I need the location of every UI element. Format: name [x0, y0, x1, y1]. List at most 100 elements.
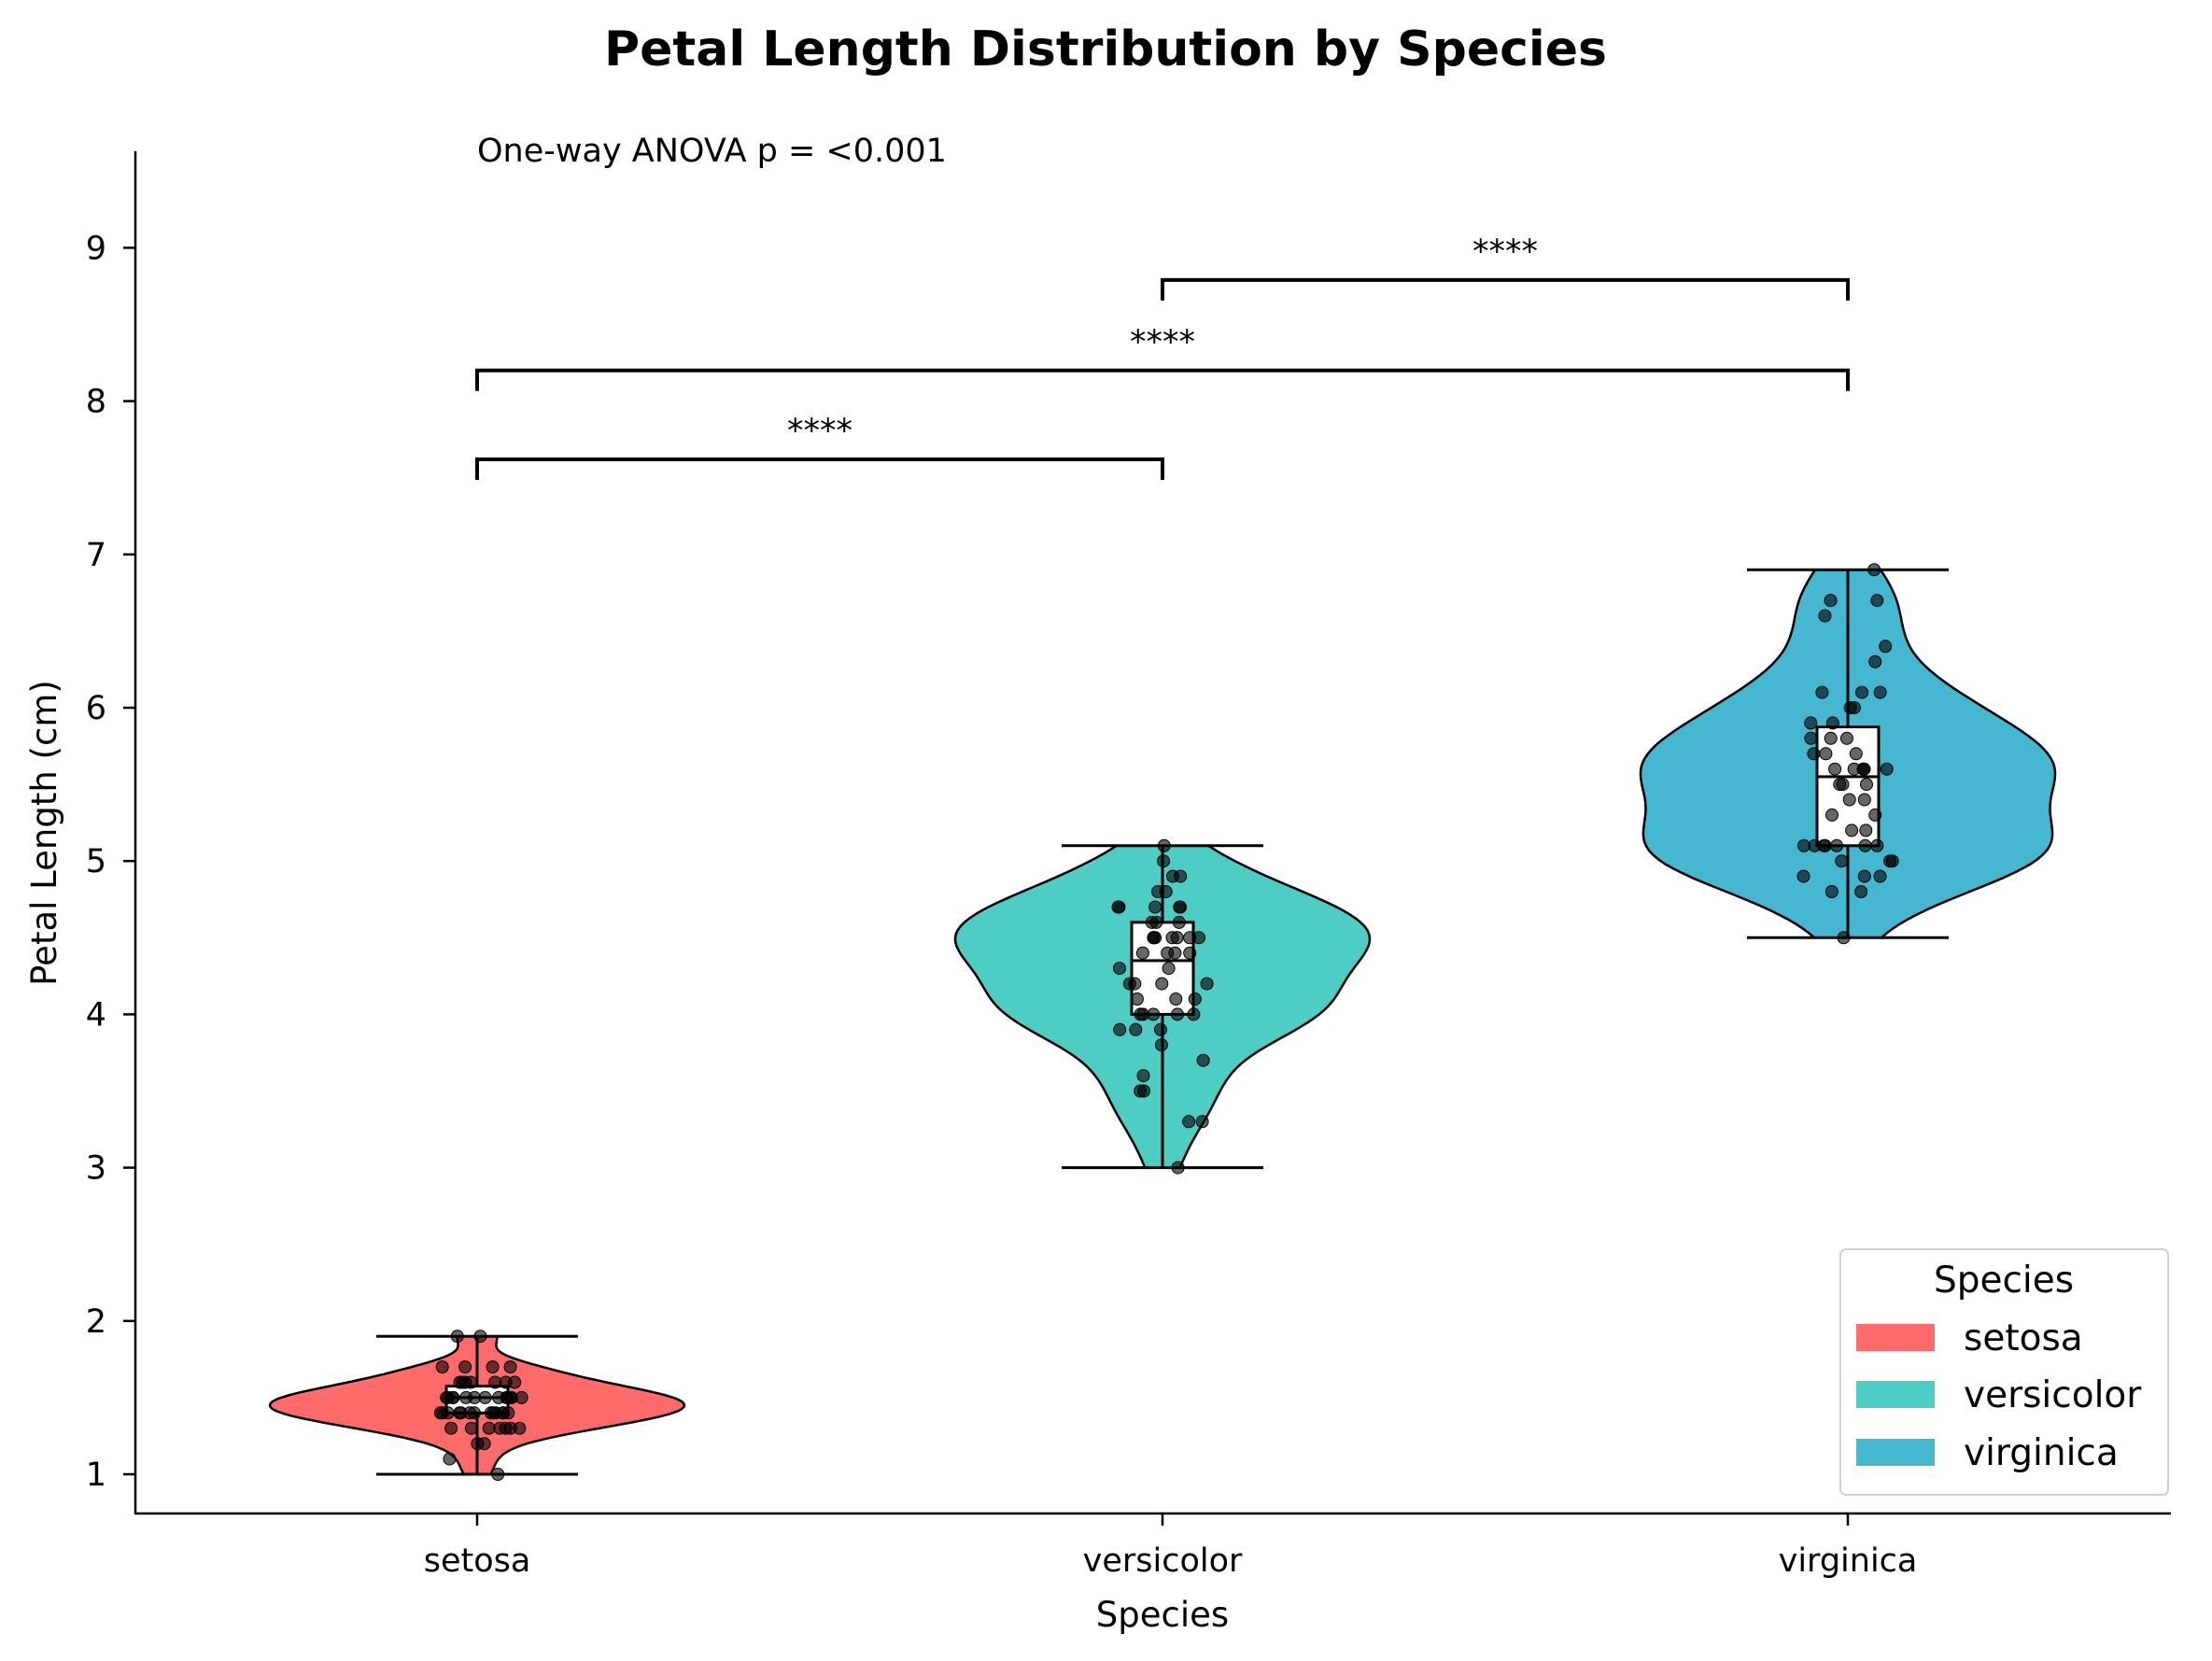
data-point	[1188, 992, 1202, 1006]
data-point	[1162, 962, 1176, 976]
data-point	[1824, 594, 1838, 608]
data-point	[1192, 931, 1205, 945]
data-point	[1137, 1084, 1150, 1098]
data-point	[1183, 946, 1197, 960]
legend-label-setosa: setosa	[1964, 1317, 2083, 1359]
data-point	[1148, 900, 1162, 914]
significance-bracket: ****	[475, 413, 1164, 480]
data-point	[1870, 838, 1884, 852]
data-point	[482, 1421, 496, 1435]
data-point	[1825, 885, 1839, 898]
chart-title: Petal Length Distribution by Species	[604, 21, 1607, 77]
y-tick-label: 4	[86, 996, 106, 1034]
y-tick-label: 5	[86, 843, 106, 880]
data-point	[464, 1421, 478, 1435]
data-point	[1165, 931, 1179, 945]
data-point	[1839, 731, 1853, 745]
data-point	[1174, 900, 1188, 914]
data-point	[1819, 747, 1833, 761]
data-point	[1112, 900, 1126, 914]
data-point	[1879, 640, 1893, 654]
data-point	[503, 1390, 517, 1404]
data-point	[1171, 1007, 1184, 1021]
y-tick-label: 9	[86, 230, 106, 267]
data-point	[1151, 885, 1165, 898]
anova-annotation: One-way ANOVA p = <0.001	[477, 133, 947, 170]
data-point	[445, 1390, 459, 1404]
data-point	[1859, 823, 1873, 838]
data-point	[467, 1406, 481, 1420]
significance-label: ****	[1130, 324, 1195, 361]
data-point	[1136, 1007, 1150, 1021]
data-point	[1182, 1115, 1196, 1129]
data-point	[1154, 1038, 1168, 1052]
plot-area: **** **** ****	[268, 233, 2057, 1481]
x-tick-label-setosa: setosa	[424, 1542, 531, 1580]
data-point	[435, 1360, 449, 1374]
data-point	[1856, 762, 1870, 776]
y-tick-label: 8	[86, 384, 106, 421]
data-point	[458, 1360, 472, 1374]
significance-label: ****	[787, 413, 852, 450]
data-point	[1113, 962, 1126, 976]
data-point	[1825, 808, 1839, 822]
data-point	[501, 1406, 515, 1420]
data-point	[454, 1406, 468, 1420]
data-point	[1860, 778, 1873, 792]
data-point	[1804, 716, 1818, 730]
x-tick-label-virginica: virginica	[1779, 1542, 1918, 1580]
data-point	[1837, 931, 1851, 945]
axes	[134, 151, 2171, 1515]
data-point	[433, 1406, 447, 1420]
data-point	[1858, 838, 1872, 852]
x-ticks: setosa versicolor virginica	[424, 1513, 1918, 1580]
data-point	[1842, 793, 1856, 807]
data-point	[488, 1375, 502, 1389]
data-point	[1128, 977, 1142, 991]
data-point	[473, 1330, 487, 1344]
data-point	[1168, 946, 1182, 960]
data-point	[1855, 685, 1868, 699]
data-point	[1868, 808, 1882, 822]
data-point	[1804, 731, 1818, 745]
data-point	[459, 1390, 473, 1404]
data-point	[1200, 977, 1214, 991]
data-point	[1113, 1022, 1127, 1036]
data-point	[1171, 1161, 1185, 1175]
data-point	[1818, 609, 1832, 623]
data-point	[478, 1390, 492, 1404]
data-point	[1873, 685, 1887, 699]
legend-title: Species	[1934, 1260, 2074, 1302]
data-point	[1883, 854, 1897, 868]
x-tick-label-versicolor: versicolor	[1083, 1542, 1243, 1580]
data-point	[1129, 1022, 1143, 1036]
data-point	[1845, 823, 1859, 838]
data-point	[1136, 1069, 1150, 1083]
legend-swatch-setosa	[1856, 1324, 1935, 1351]
data-point	[1796, 838, 1810, 852]
data-point	[1854, 885, 1868, 898]
bracket-line	[1161, 277, 1850, 301]
data-point	[491, 1468, 505, 1481]
data-point	[499, 1421, 513, 1435]
data-point	[1824, 731, 1838, 745]
data-point	[450, 1330, 464, 1344]
y-axis-label: Petal Length (cm)	[24, 680, 64, 986]
legend-frame	[1839, 1248, 2169, 1496]
data-point	[1867, 563, 1881, 577]
data-point	[503, 1360, 517, 1374]
data-point	[1815, 685, 1829, 699]
bracket-line	[475, 368, 1850, 391]
y-tick-label: 3	[86, 1150, 106, 1188]
violin-group-setosa	[268, 1330, 686, 1481]
data-point	[471, 1437, 485, 1451]
data-point	[1849, 747, 1863, 761]
data-point	[1870, 594, 1884, 608]
y-tick-label: 1	[86, 1457, 106, 1494]
data-point	[1857, 869, 1871, 883]
data-point	[1835, 854, 1849, 868]
data-point	[1135, 946, 1149, 960]
legend-swatch-versicolor	[1856, 1381, 1935, 1408]
data-point	[1195, 1115, 1209, 1129]
